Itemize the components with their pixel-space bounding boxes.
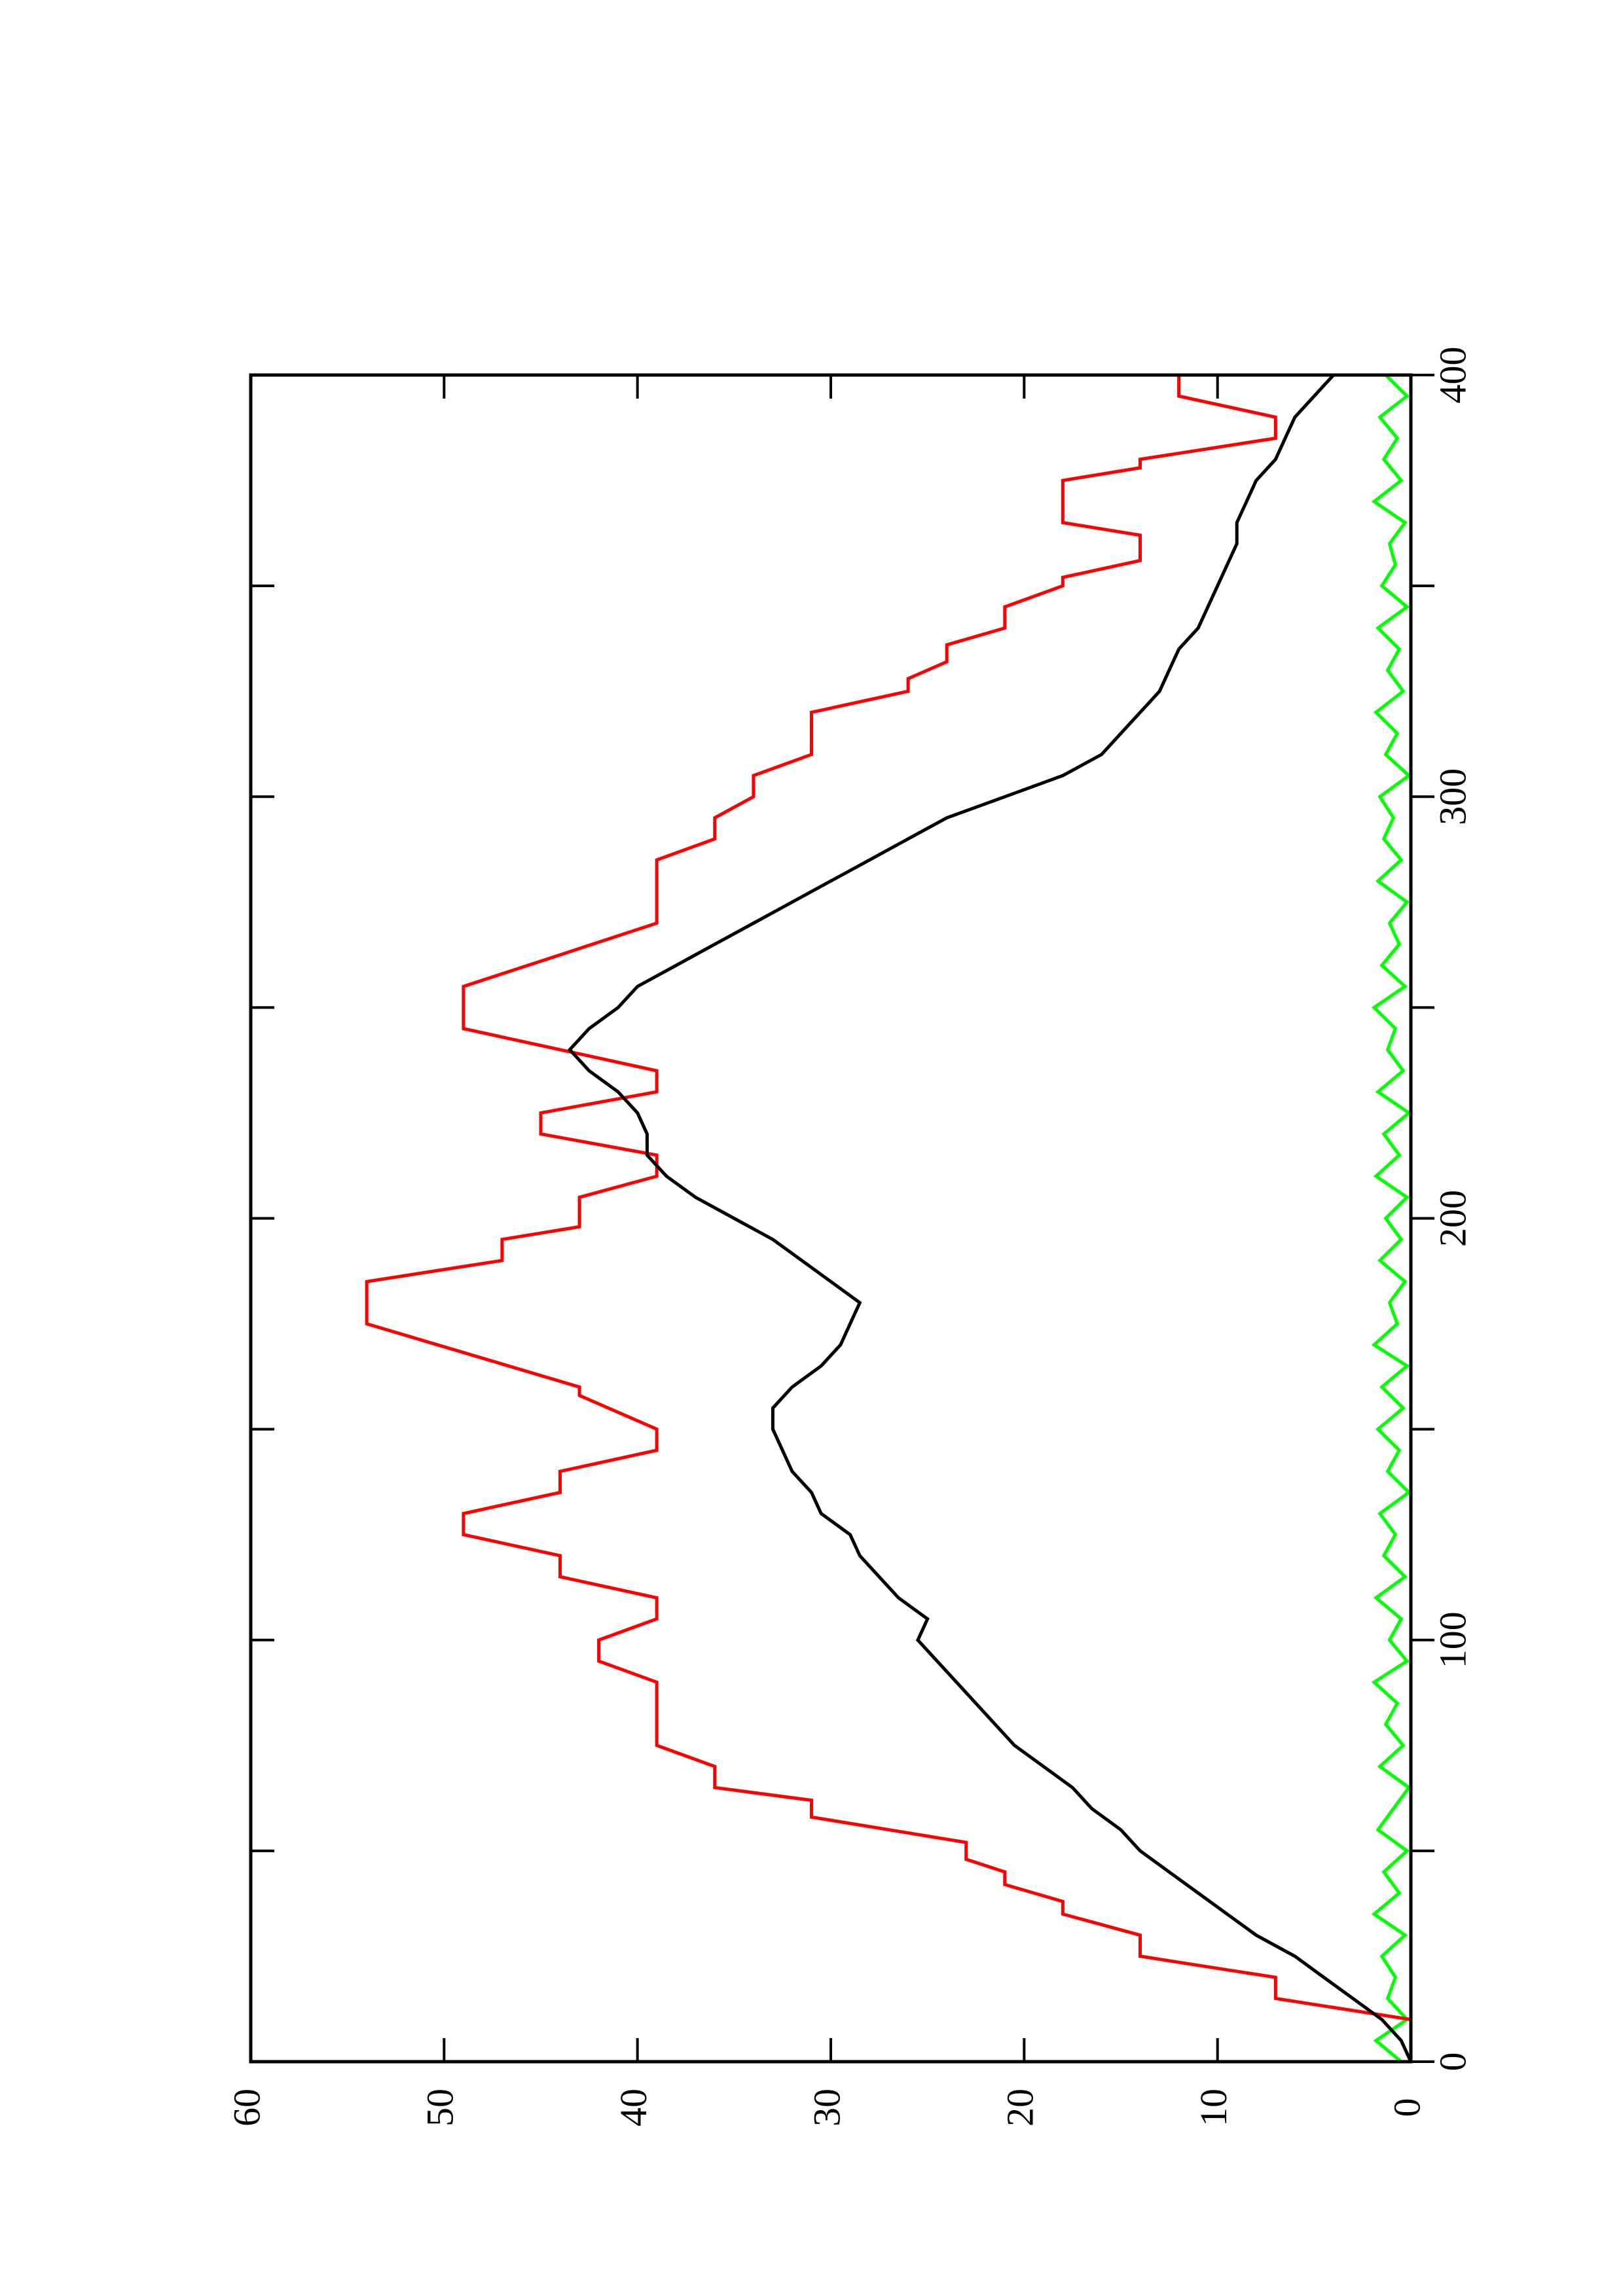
- y-tick-label: 30: [805, 2089, 848, 2126]
- y-tick-label: 60: [225, 2089, 268, 2126]
- y-tick-label: 0: [1385, 2098, 1428, 2117]
- label-layer: 0 100 200 300 400 0 10 20 30 40 50 60: [225, 347, 1474, 2127]
- x-tick-label: 0: [1431, 2053, 1474, 2072]
- x-tick-label: 100: [1431, 1611, 1474, 1668]
- y-tick-label: 50: [419, 2089, 462, 2126]
- series-layer: [365, 374, 1413, 2063]
- x-tick-label: 200: [1431, 1190, 1474, 1247]
- x-tick-label: 400: [1431, 347, 1474, 404]
- y-tick-label: 40: [612, 2089, 655, 2126]
- x-tick-label: 300: [1431, 768, 1474, 825]
- series-line: [1371, 374, 1412, 2063]
- series-line: [365, 375, 1413, 2062]
- series-line: [567, 374, 1413, 2063]
- tick-layer: [249, 374, 1434, 2063]
- y-tick-label: 10: [1192, 2089, 1235, 2126]
- y-tick-label: 20: [999, 2089, 1042, 2126]
